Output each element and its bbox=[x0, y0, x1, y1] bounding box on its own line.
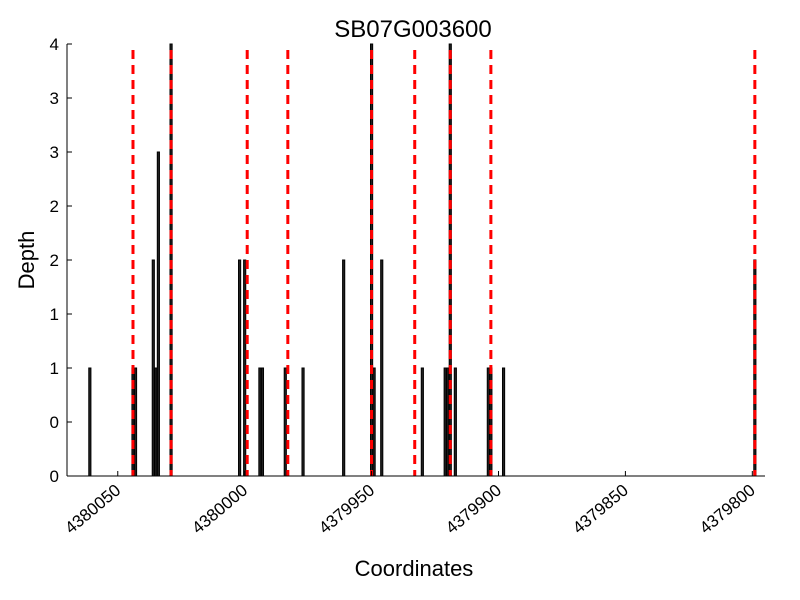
x-tick-label-4: 4379850 bbox=[569, 481, 632, 538]
depth-bar-22 bbox=[486, 367, 490, 477]
depth-bar-21 bbox=[453, 367, 457, 477]
depth-bar-12 bbox=[301, 367, 305, 477]
depth-bar-10 bbox=[260, 367, 265, 477]
y-axis-label: Depth bbox=[14, 231, 39, 290]
depth-bar-7 bbox=[238, 259, 242, 477]
depth-bar-19 bbox=[446, 367, 450, 477]
depth-bar-13 bbox=[342, 259, 346, 477]
depth-bar-15 bbox=[372, 367, 376, 477]
depth-bar-2 bbox=[133, 367, 138, 477]
depth-bar-18 bbox=[443, 367, 447, 477]
y-tick-label-3: 1 bbox=[50, 305, 59, 324]
y-tick-label-7: 3 bbox=[50, 89, 59, 108]
y-tick-label-2: 1 bbox=[50, 359, 59, 378]
y-tick-label-5: 2 bbox=[50, 197, 59, 216]
vertical-marker-lines bbox=[131, 50, 757, 476]
y-tick-label-4: 2 bbox=[50, 251, 59, 270]
y-tick-label-1: 0 bbox=[50, 413, 59, 432]
x-tick-label-2: 4379950 bbox=[315, 481, 378, 538]
depth-bar-17 bbox=[420, 367, 424, 477]
depth-bar-9 bbox=[258, 367, 262, 477]
x-tick-label-5: 4379800 bbox=[696, 481, 759, 538]
x-tick-label-0: 4380050 bbox=[61, 481, 124, 538]
x-tick-label-3: 4379900 bbox=[442, 481, 505, 538]
y-tick-label-8: 4 bbox=[50, 35, 59, 54]
y-tick-label-6: 3 bbox=[50, 143, 59, 162]
x-axis-label: Coordinates bbox=[355, 556, 474, 581]
depth-bar-0 bbox=[88, 367, 92, 477]
y-tick-label-0: 0 bbox=[50, 467, 59, 486]
chart-title: SB07G003600 bbox=[334, 16, 491, 43]
depth-bar-11 bbox=[283, 367, 287, 477]
y-ticks: 0 0 1 1 2 2 3 3 4 bbox=[50, 35, 72, 486]
x-tick-label-1: 4380000 bbox=[188, 481, 251, 538]
x-ticks: 4380050 4380000 4379950 4379900 4379850 43798… bbox=[61, 471, 759, 538]
depth-bar-4 bbox=[154, 367, 158, 477]
depth-bar-8 bbox=[243, 259, 247, 477]
depth-bar-24 bbox=[501, 367, 506, 477]
depth-bar-3 bbox=[151, 259, 155, 477]
depth-bar-16 bbox=[380, 259, 384, 477]
bars-layer bbox=[88, 43, 757, 477]
depth-bar-5 bbox=[156, 151, 160, 477]
